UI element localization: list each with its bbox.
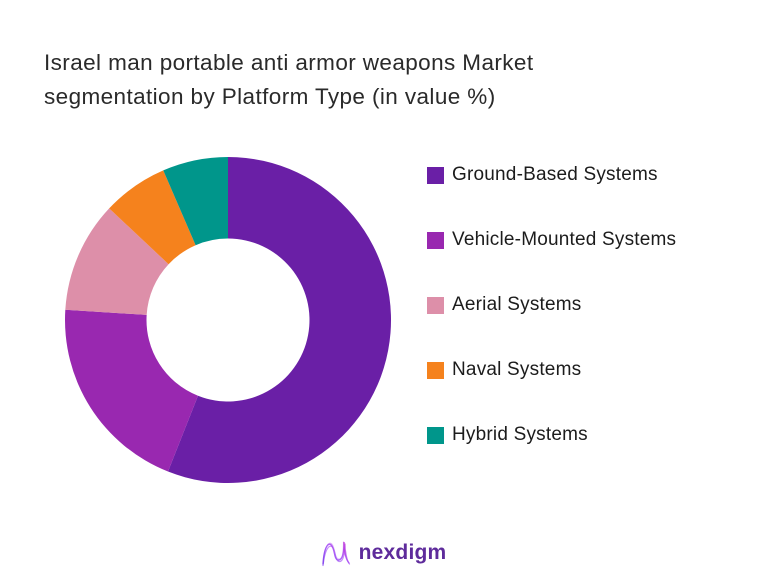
legend-swatch-hybrid: [427, 426, 444, 444]
donut-slice-aerial-systems: [65, 208, 169, 315]
donut-slice-hybrid-systems: [163, 157, 228, 246]
brand-footer: nexdigm: [0, 538, 766, 568]
legend-item-hybrid: Hybrid Systems: [427, 423, 676, 447]
chart-title-line2: segmentation by Platform Type (in value …: [44, 84, 496, 109]
legend-label-aerial: Aerial Systems: [452, 294, 582, 315]
donut-slice-naval-systems: [109, 170, 196, 265]
chart-legend: Ground-Based Systems Vehicle-Mounted Sys…: [427, 163, 676, 488]
legend-item-ground-based: Ground-Based Systems: [427, 163, 676, 187]
legend-label-vehicle-mounted: Vehicle-Mounted Systems: [452, 229, 677, 250]
donut-chart-svg: [64, 157, 392, 483]
donut-slice-vehicle-mounted-systems: [64, 309, 199, 472]
legend-swatch-naval: [427, 361, 444, 379]
legend-label-hybrid: Hybrid Systems: [452, 424, 588, 445]
brand-wordmark: nexdigm: [358, 541, 447, 564]
legend-item-vehicle-mounted: Vehicle-Mounted Systems: [427, 228, 676, 252]
donut-chart: [0, 138, 460, 506]
legend-label-ground-based: Ground-Based Systems: [452, 164, 658, 185]
legend-item-aerial: Aerial Systems: [427, 293, 676, 317]
donut-slice-ground-based-systems: [168, 157, 392, 483]
legend-swatch-ground-based: [427, 166, 444, 184]
chart-title-line1: Israel man portable anti armor weapons M…: [44, 50, 534, 75]
legend-swatch-aerial: [427, 296, 444, 314]
legend-swatch-vehicle-mounted: [427, 231, 444, 249]
legend-item-naval: Naval Systems: [427, 358, 676, 382]
nexdigm-logo-icon: [321, 541, 350, 567]
chart-title: Israel man portable anti armor weapons M…: [44, 46, 704, 114]
legend-label-naval: Naval Systems: [452, 359, 582, 380]
